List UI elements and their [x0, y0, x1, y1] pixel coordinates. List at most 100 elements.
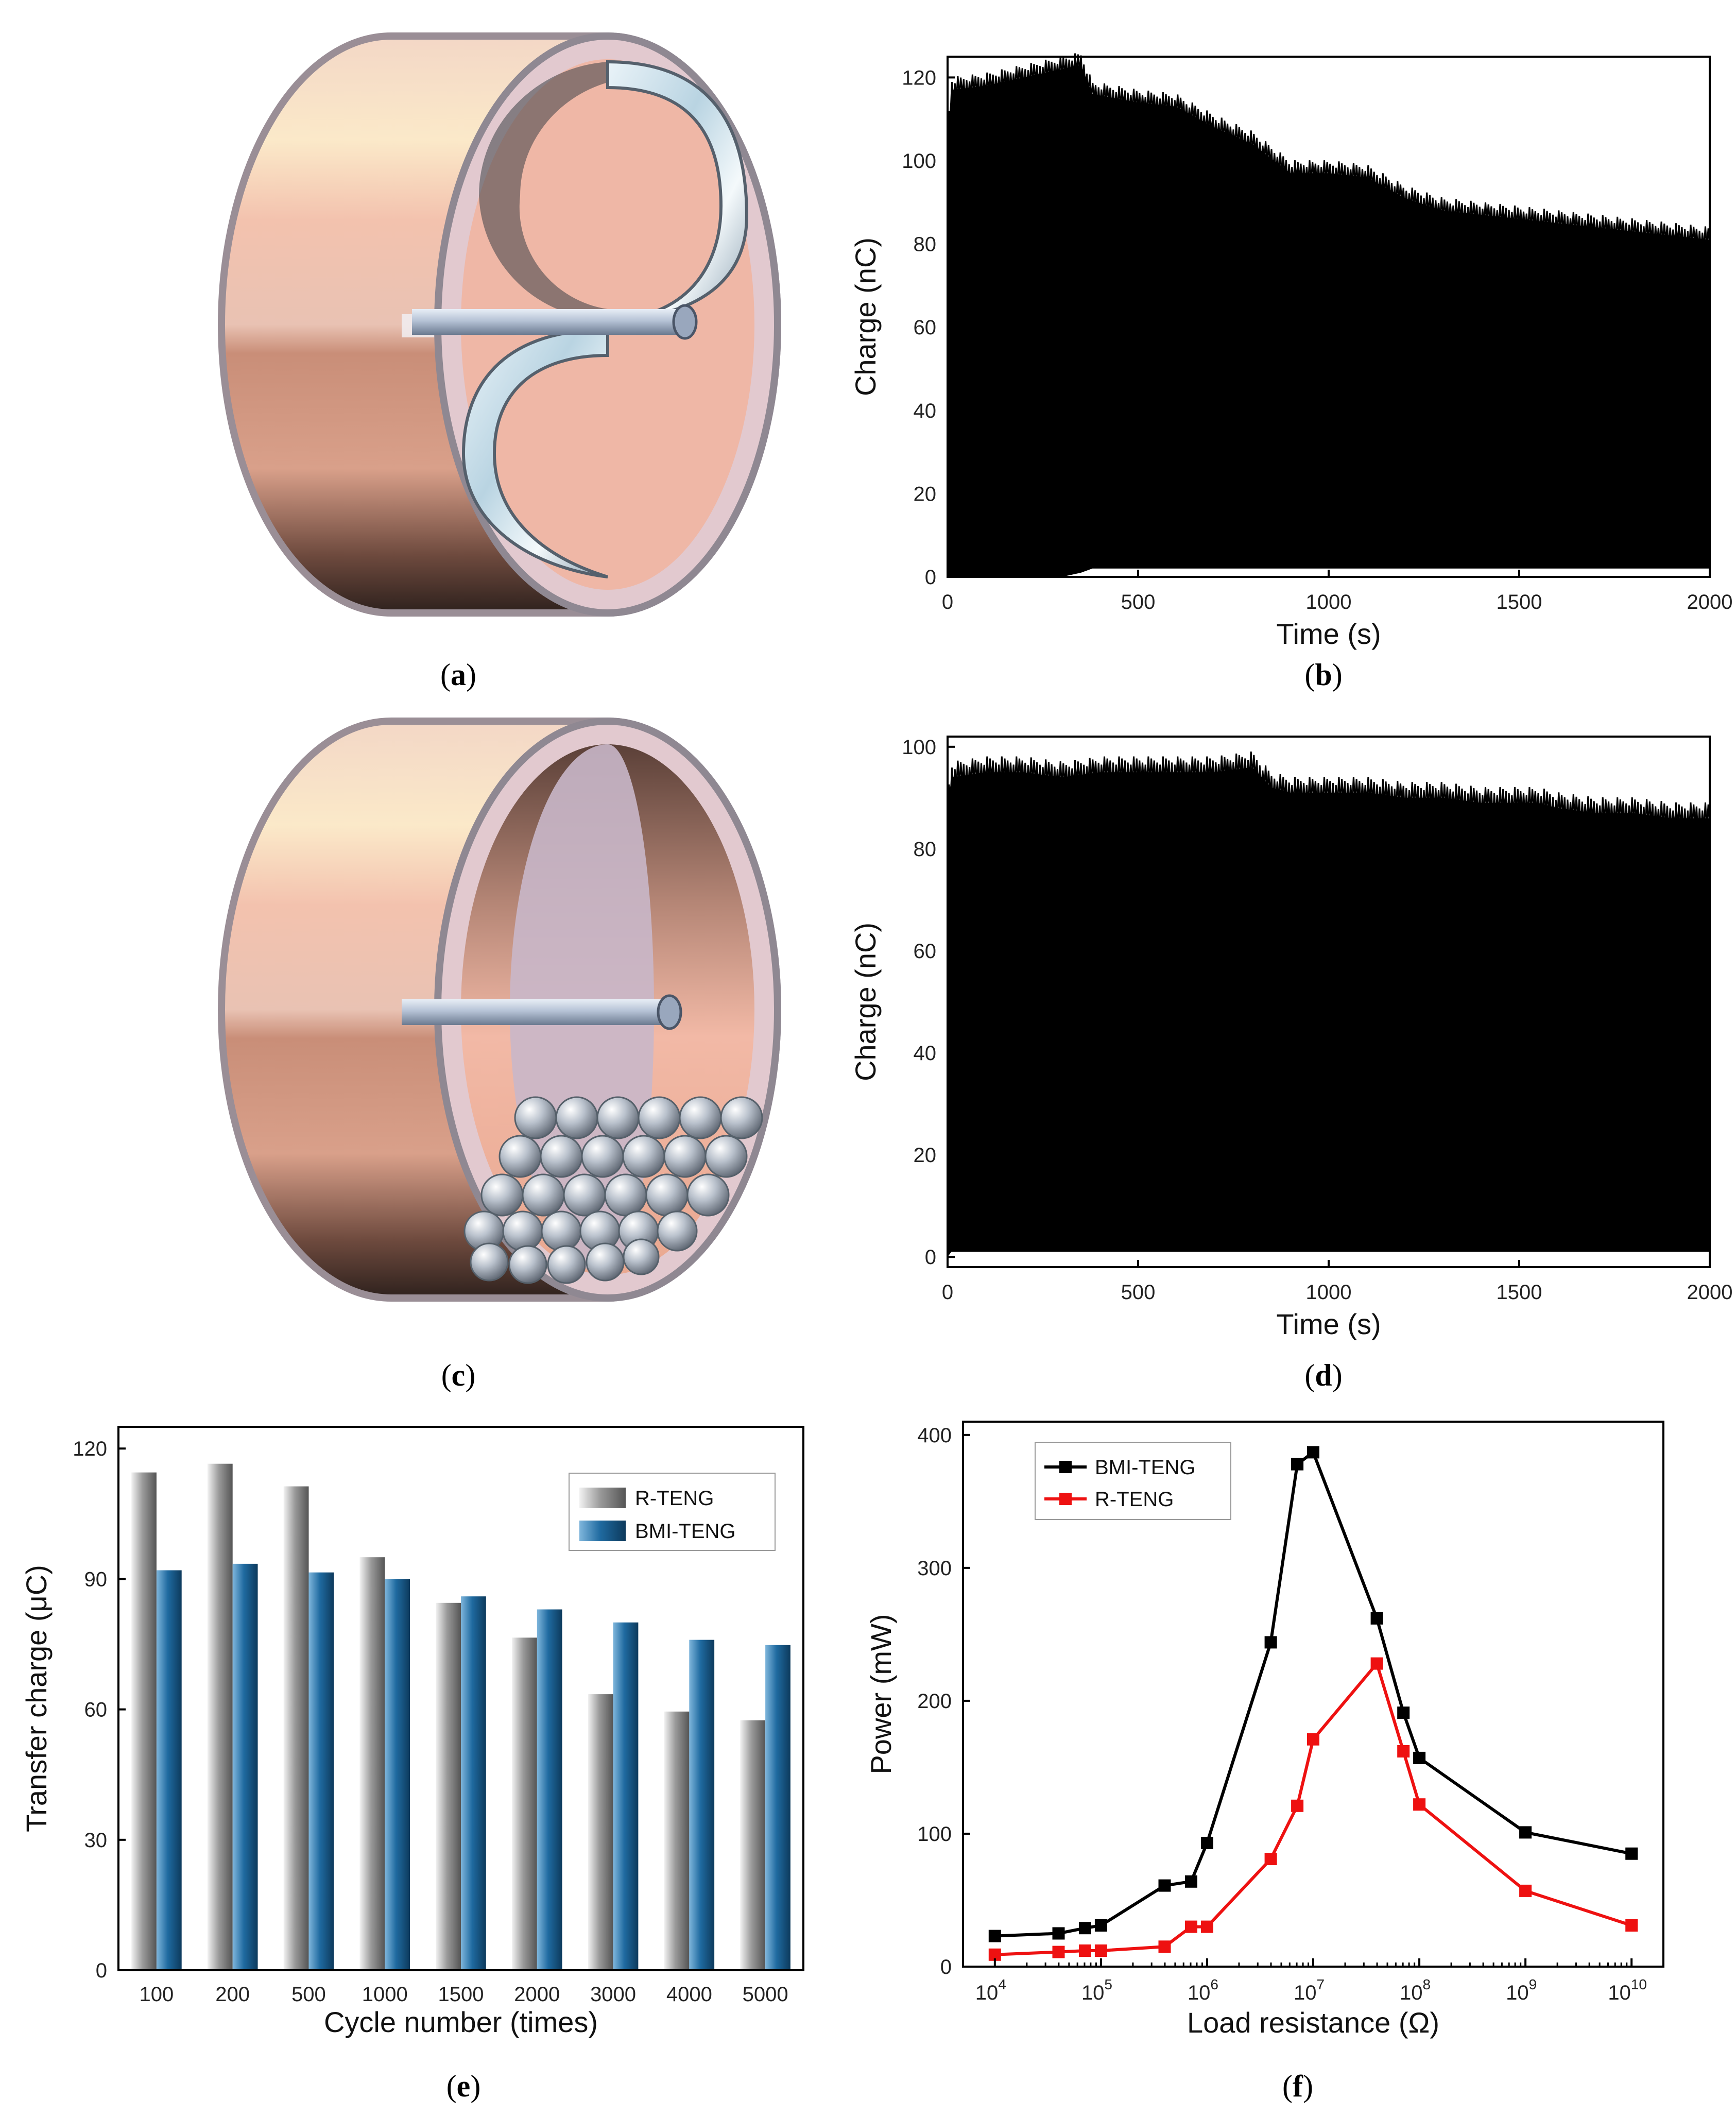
x-axis-title: Load resistance (Ω) — [1187, 2006, 1439, 2039]
data-point-bmi-teng — [1307, 1446, 1319, 1459]
x-tick-label: 0 — [942, 1281, 953, 1304]
legend-marker-r-teng — [1059, 1493, 1072, 1505]
data-point-bmi-teng — [1052, 1927, 1065, 1940]
x-tick-label: 106 — [1188, 1976, 1218, 2004]
data-point-bmi-teng — [1185, 1875, 1197, 1888]
x-tick-label: 108 — [1400, 1976, 1431, 2004]
bar-bmi-teng-4000 — [689, 1640, 715, 1970]
x-tick-label: 1500 — [1497, 591, 1542, 613]
y-tick-label: 300 — [917, 1557, 952, 1580]
y-tick-label: 0 — [940, 1956, 952, 1978]
x-tick-label: 107 — [1294, 1976, 1325, 2004]
charge-signal-peaks — [947, 53, 1711, 252]
y-tick-label: 60 — [914, 316, 937, 339]
bar-bmi-teng-500 — [308, 1572, 334, 1970]
x-tick-base: 10 — [1081, 1982, 1105, 2004]
svg-text:(c): (c) — [441, 1358, 476, 1392]
y-tick-label: 120 — [902, 66, 936, 89]
bar-r-teng-5000 — [740, 1720, 766, 1970]
data-point-r-teng — [1185, 1920, 1197, 1933]
y-tick-label: 90 — [84, 1568, 108, 1591]
data-point-r-teng — [1413, 1798, 1426, 1811]
r-teng-illustration — [218, 32, 781, 617]
panel-letter-f: f — [1293, 2069, 1303, 2103]
data-point-r-teng — [1397, 1745, 1410, 1757]
y-tick-label: 80 — [914, 233, 937, 256]
x-tick-exponent: 6 — [1210, 1976, 1218, 1992]
x-tick-label: 2000 — [1687, 1281, 1733, 1304]
x-tick-label: 500 — [1121, 591, 1156, 613]
data-point-r-teng — [1307, 1733, 1319, 1746]
panel-letter-b: b — [1315, 658, 1332, 692]
legend-box — [1035, 1442, 1231, 1520]
panel-label-d: (d) — [1304, 1358, 1342, 1392]
y-tick-label: 100 — [917, 1823, 952, 1846]
data-point-bmi-teng — [1625, 1847, 1638, 1860]
y-axis-title: Power (mW) — [865, 1614, 897, 1774]
bar-r-teng-4000 — [664, 1711, 690, 1970]
y-tick-label: 100 — [902, 150, 936, 173]
chart-transfer-charge-bars: 100 200 500 1000 1500 2000 3000 4000 5000 0 30 60 90… — [20, 1426, 804, 2038]
charge-signal-band — [948, 65, 1710, 577]
charge-signal-peaks — [947, 752, 1711, 834]
legend-label: BMI-TENG — [635, 1520, 736, 1543]
y-tick-label: 0 — [925, 1246, 936, 1269]
series-line-r-teng — [994, 1660, 1632, 1956]
x-tick-label: 1500 — [438, 1983, 484, 2006]
plot-frame — [117, 1426, 804, 1971]
data-point-r-teng — [1370, 1657, 1383, 1670]
panel-letter-d: d — [1315, 1358, 1332, 1392]
y-tick-label: 40 — [914, 400, 937, 422]
x-tick-exponent: 7 — [1316, 1976, 1325, 1992]
y-axis-title: Charge (nC) — [849, 237, 882, 396]
x-tick-label: 500 — [291, 1983, 326, 2006]
x-tick-base: 10 — [975, 1982, 999, 2004]
data-point-bmi-teng — [1264, 1636, 1277, 1649]
legend-box — [569, 1473, 776, 1551]
y-tick-label: 20 — [914, 483, 937, 505]
x-axis-title: Cycle number (times) — [324, 2006, 598, 2038]
bar-r-teng-1000 — [359, 1557, 385, 1970]
x-tick-base: 10 — [1400, 1982, 1423, 2004]
series-line-bmi-teng — [994, 1449, 1632, 1938]
data-point-bmi-teng — [1200, 1837, 1213, 1849]
data-point-r-teng — [1052, 1946, 1065, 1958]
data-point-r-teng — [1200, 1920, 1213, 1933]
panel-label-e: (e) — [446, 2069, 481, 2103]
data-point-bmi-teng — [988, 1930, 1001, 1942]
svg-text:(e): (e) — [446, 2069, 481, 2103]
y-tick-label: 20 — [914, 1144, 937, 1167]
x-tick-exponent: 8 — [1423, 1976, 1431, 1992]
panel-label-f: (f) — [1282, 2069, 1313, 2103]
data-point-r-teng — [1519, 1884, 1532, 1897]
svg-text:(d): (d) — [1304, 1358, 1342, 1392]
legend: R-TENG BMI-TENG — [569, 1473, 776, 1551]
y-tick-label: 0 — [925, 566, 936, 589]
bar-bmi-teng-3000 — [613, 1622, 639, 1970]
x-tick-label: 1000 — [1306, 591, 1352, 613]
bar-r-teng-3000 — [588, 1694, 613, 1970]
y-axis-title: Charge (nC) — [849, 923, 882, 1081]
chart-charge-bmi-teng: 0 500 1000 1500 2000 0 20 40 60 80 100 Time (s) Char… — [849, 736, 1732, 1340]
panel-letter-c: c — [452, 1358, 466, 1392]
x-tick-exponent: 5 — [1104, 1976, 1112, 1992]
data-point-r-teng — [1094, 1944, 1107, 1957]
x-tick-base: 10 — [1188, 1982, 1211, 2004]
data-point-bmi-teng — [1397, 1707, 1410, 1719]
y-tick-label: 30 — [84, 1829, 108, 1852]
x-tick-label: 3000 — [590, 1983, 636, 2006]
svg-text:(a): (a) — [440, 658, 476, 692]
x-tick-label: 4000 — [666, 1983, 712, 2006]
x-tick-label: 0 — [942, 591, 953, 613]
data-point-bmi-teng — [1370, 1612, 1383, 1625]
x-axis-title: Time (s) — [1276, 1308, 1381, 1340]
x-tick-label: 2000 — [514, 1983, 560, 2006]
data-point-bmi-teng — [1158, 1879, 1171, 1892]
bar-r-teng-2000 — [512, 1637, 537, 1970]
x-tick-label: 109 — [1506, 1976, 1537, 2004]
svg-text:(f): (f) — [1282, 2069, 1313, 2103]
legend-label: BMI-TENG — [1095, 1456, 1196, 1479]
y-tick-label: 40 — [914, 1042, 937, 1065]
data-point-r-teng — [1158, 1940, 1171, 1953]
